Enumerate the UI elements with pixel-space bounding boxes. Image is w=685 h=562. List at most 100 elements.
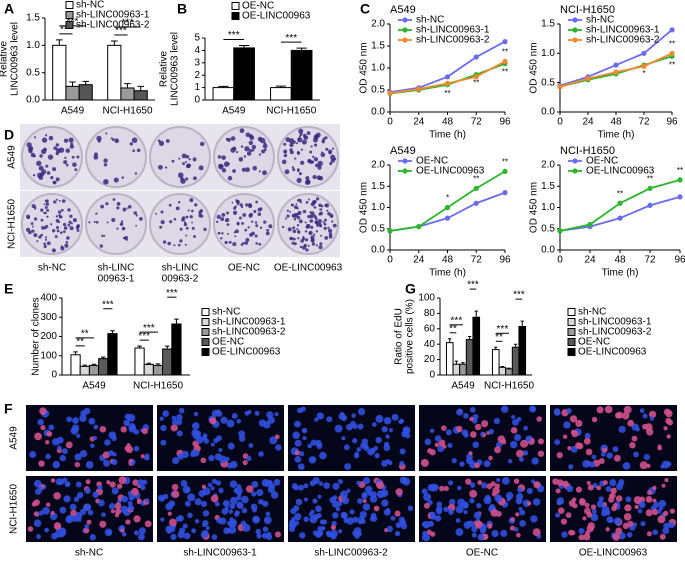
colony: [331, 147, 335, 150]
colony: [76, 228, 80, 232]
row-label: A549: [7, 145, 18, 169]
bar: [107, 333, 118, 376]
cell: [171, 483, 179, 491]
colony: [249, 135, 255, 141]
colony: [48, 135, 54, 141]
colony: [47, 154, 54, 160]
colony: [241, 167, 247, 172]
cell: [120, 528, 125, 533]
colony: [36, 240, 39, 243]
colony: [249, 149, 253, 153]
cell: [532, 528, 541, 537]
cell: [341, 497, 350, 505]
cell: [297, 407, 303, 414]
cell: [490, 481, 496, 487]
colony: [93, 154, 99, 160]
cell: [493, 417, 501, 425]
cell: [481, 482, 488, 489]
cell: [584, 507, 591, 515]
colony: [105, 202, 109, 206]
cell: [294, 513, 302, 521]
cell: [530, 515, 538, 523]
colony: [283, 153, 288, 158]
cell: [616, 483, 624, 491]
colony: [283, 142, 287, 146]
colony: [302, 209, 307, 214]
error-bar: [124, 83, 131, 88]
colony: [167, 241, 171, 246]
cell: [202, 520, 209, 527]
colony: [69, 144, 75, 149]
y-tick-label: 300: [40, 312, 57, 323]
significance-label: **: [76, 337, 84, 348]
error-bar: [507, 367, 511, 369]
colony: [155, 212, 158, 215]
cell: [519, 509, 526, 516]
cell: [171, 415, 177, 421]
column-label: 00963-1: [98, 274, 135, 285]
cell: [50, 511, 55, 516]
cell: [45, 440, 50, 445]
cell: [36, 534, 41, 539]
y-tick-label: 1.0: [371, 202, 385, 213]
cell: [505, 491, 514, 500]
cell: [399, 460, 405, 467]
cell: [236, 495, 242, 501]
cell: [69, 503, 77, 511]
colony: [30, 222, 34, 225]
row-label: A549: [9, 426, 20, 450]
cell: [266, 411, 274, 419]
colony: [93, 220, 96, 223]
cell: [229, 503, 236, 510]
cell: [596, 485, 602, 491]
x-tick-label: 72: [644, 255, 656, 266]
bar: [505, 368, 513, 376]
cell: [592, 482, 598, 489]
colony: [95, 220, 99, 224]
colony: [99, 244, 104, 248]
cell: [455, 528, 464, 536]
cell: [39, 407, 47, 415]
colony: [239, 203, 243, 207]
cell: [110, 509, 115, 514]
legend-swatch: [567, 328, 576, 336]
cell: [108, 431, 117, 440]
y-tick-label: 1.5: [371, 181, 385, 192]
cell: [118, 476, 127, 485]
cell: [317, 494, 322, 499]
colony: [297, 137, 301, 141]
cell: [45, 502, 51, 507]
y-tick-label: 0.0: [371, 107, 385, 118]
point: [502, 58, 508, 64]
colony: [46, 241, 51, 246]
legend-label: sh-LINC00963-2: [586, 35, 660, 46]
legend-label: sh-NC: [416, 15, 444, 26]
cell: [589, 461, 596, 468]
colony: [189, 215, 193, 219]
error-bar: [494, 346, 498, 350]
colony: [185, 234, 188, 237]
cell: [566, 408, 572, 414]
cell: [369, 516, 375, 522]
cell: [262, 500, 269, 507]
cell: [422, 520, 431, 529]
cell: [137, 533, 145, 541]
x-tick-label: A549: [82, 381, 106, 392]
cell: [236, 501, 243, 508]
colony: [139, 217, 143, 221]
colony: [296, 169, 300, 173]
colony: [28, 230, 32, 235]
colony: [55, 143, 60, 147]
cell: [565, 512, 572, 518]
colony: [232, 146, 237, 151]
cell: [106, 529, 112, 535]
cell: [657, 515, 666, 524]
colony: [103, 163, 108, 167]
colony: [247, 226, 250, 229]
cell: [90, 443, 95, 449]
colony: [221, 232, 224, 235]
cell: [180, 480, 188, 487]
colony: [41, 225, 45, 230]
y-tick-label: 100: [40, 350, 57, 361]
legend-marker: [402, 27, 408, 33]
